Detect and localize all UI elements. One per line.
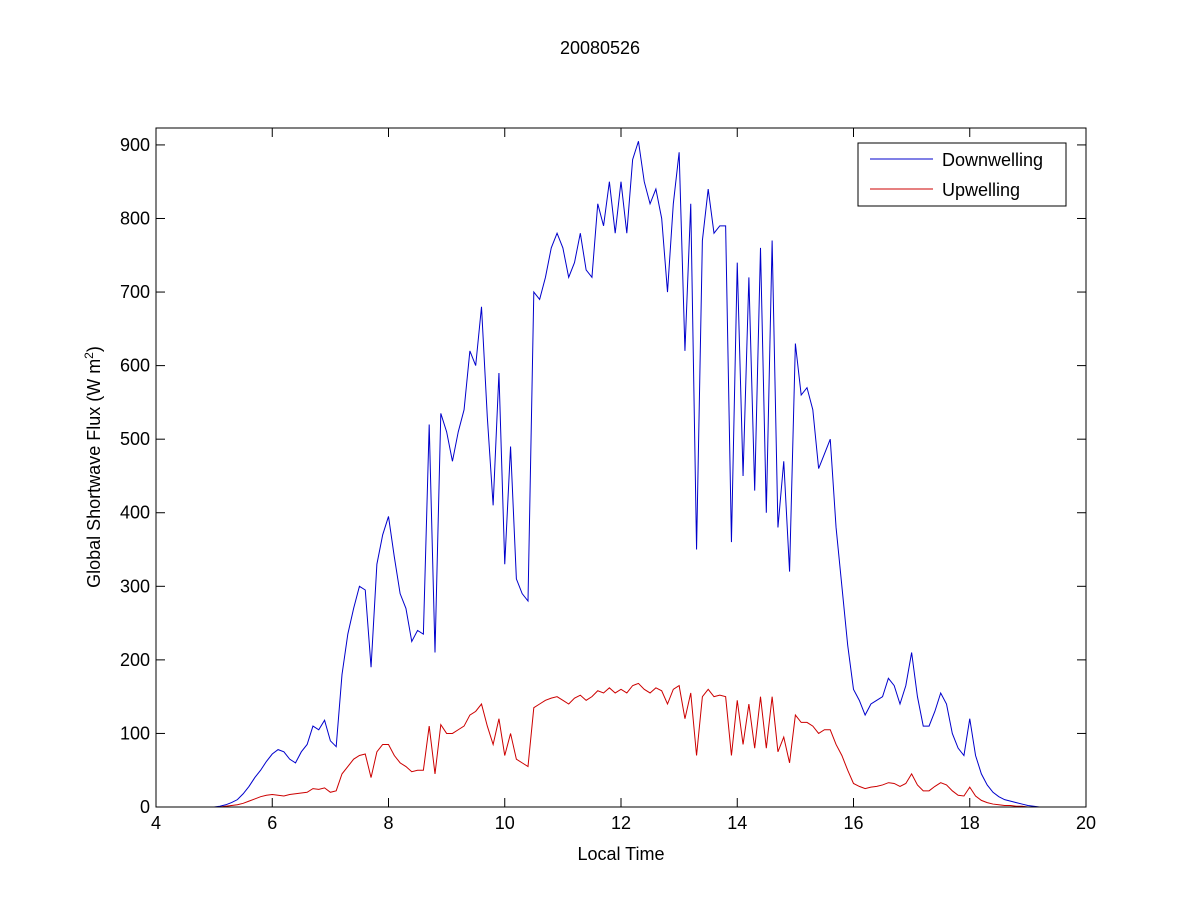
- legend-label: Upwelling: [942, 180, 1020, 200]
- y-tick-label: 100: [120, 723, 150, 743]
- legend-box: [857, 142, 1067, 207]
- x-tick-label: 4: [151, 813, 161, 833]
- y-tick-label: 800: [120, 208, 150, 228]
- plot-area: [156, 128, 1086, 807]
- axes-box: [155, 127, 1087, 808]
- chart-title: 20080526: [560, 38, 640, 58]
- y-tick-label: 300: [120, 576, 150, 596]
- y-tick-label: 700: [120, 282, 150, 302]
- x-tick-label: 20: [1076, 813, 1096, 833]
- data-line: [214, 141, 1040, 808]
- legend-label: Downwelling: [942, 150, 1043, 170]
- x-tick-label: 10: [495, 813, 515, 833]
- x-tick-label: 16: [843, 813, 863, 833]
- x-tick-label: 6: [267, 813, 277, 833]
- data-line: [214, 682, 1040, 808]
- y-tick-label: 200: [120, 650, 150, 670]
- y-tick-label: 0: [140, 797, 150, 817]
- x-axis-label: Local Time: [577, 844, 664, 864]
- y-tick-label: 400: [120, 503, 150, 523]
- y-tick-label: 900: [120, 135, 150, 155]
- y-axis-label: Global Shortwave Flux (W m2): [82, 346, 104, 588]
- y-tick-label: 500: [120, 429, 150, 449]
- y-tick-label: 600: [120, 356, 150, 376]
- x-tick-label: 12: [611, 813, 631, 833]
- x-tick-label: 14: [727, 813, 747, 833]
- x-tick-label: 8: [383, 813, 393, 833]
- x-tick-label: 18: [960, 813, 980, 833]
